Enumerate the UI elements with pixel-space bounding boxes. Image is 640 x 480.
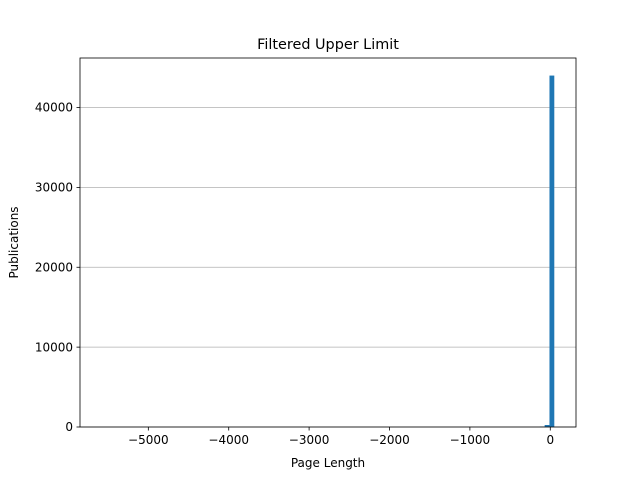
x-tick-label: −4000 [208,433,249,447]
x-tick-label: −3000 [289,433,330,447]
plot-area-frame [79,57,577,428]
y-tick-label: 30000 [35,181,73,195]
chart-title: Filtered Upper Limit [257,37,399,53]
histogram-bars [539,75,555,428]
x-tick-label: 0 [546,433,554,447]
histogram-bar [549,75,555,428]
y-tick-label: 40000 [35,101,73,115]
y-tick-label: 20000 [35,260,73,274]
x-axis-ticks: −5000 −4000 −3000 −2000 −1000 0 [128,427,554,447]
x-tick-label: −5000 [128,433,169,447]
histogram-bar [544,425,550,427]
y-axis-ticks: 0 10000 20000 30000 40000 [35,101,80,434]
y-axis-label: Publications [7,206,21,278]
x-axis-label: Page Length [291,456,365,470]
grid-lines [80,107,576,428]
y-tick-label: 0 [65,420,73,434]
x-tick-label: −1000 [450,433,491,447]
y-tick-label: 10000 [35,340,73,354]
x-tick-label: −2000 [369,433,410,447]
